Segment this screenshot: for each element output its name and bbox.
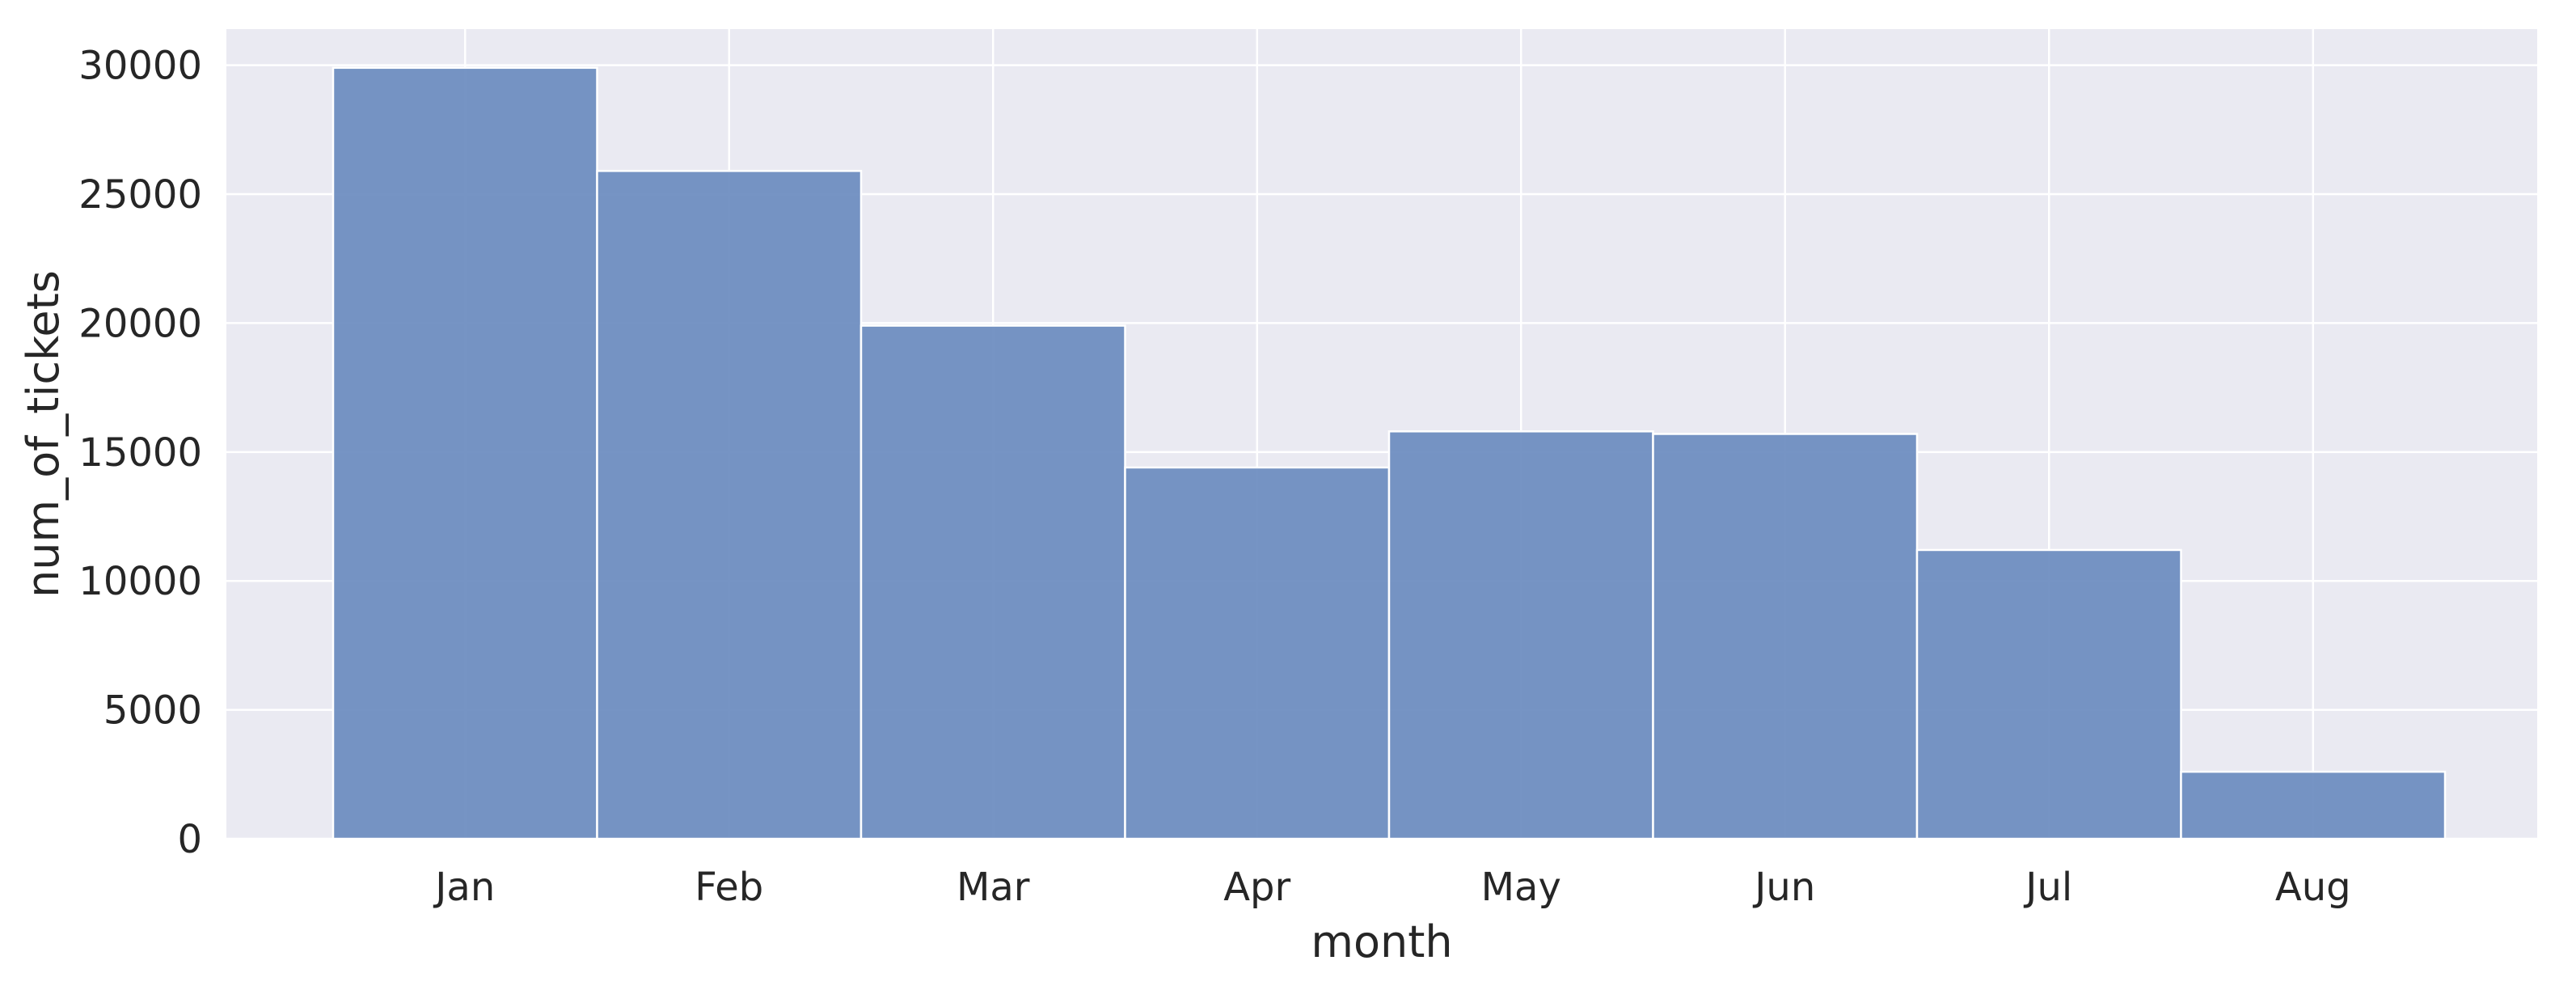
y-tick-label: 0 xyxy=(177,817,202,862)
bar-feb xyxy=(596,170,863,840)
y-tick-label: 5000 xyxy=(103,688,202,734)
bar-apr xyxy=(1124,466,1391,840)
x-tick-label: Aug xyxy=(2275,865,2351,910)
x-tick-label: Feb xyxy=(695,865,763,910)
y-axis-ticks: 0 5000 10000 15000 20000 25000 30000 xyxy=(78,44,202,862)
bar-jan xyxy=(332,66,598,840)
y-tick-label: 30000 xyxy=(78,44,202,89)
y-axis-label: num_of_tickets xyxy=(18,270,69,598)
x-tick-label: Jan xyxy=(433,865,495,910)
bar-jul xyxy=(1915,548,2182,840)
y-tick-label: 10000 xyxy=(78,559,202,604)
bar-aug xyxy=(2180,770,2447,840)
x-tick-label: Apr xyxy=(1223,865,1290,910)
bar-jun xyxy=(1652,433,1919,840)
bars xyxy=(332,66,2447,840)
y-tick-label: 15000 xyxy=(78,430,202,476)
x-tick-label: May xyxy=(1481,865,1561,910)
y-tick-label: 25000 xyxy=(78,172,202,218)
x-axis-ticks: Jan Feb Mar Apr May Jun Jul Aug xyxy=(433,865,2350,910)
y-tick-label: 20000 xyxy=(78,301,202,346)
bar-may xyxy=(1387,430,1654,840)
x-axis-label: month xyxy=(1311,916,1452,967)
x-tick-label: Jun xyxy=(1752,865,1815,910)
x-tick-label: Jul xyxy=(2023,865,2072,910)
x-tick-label: Mar xyxy=(956,865,1030,910)
bar-mar xyxy=(859,324,1126,840)
